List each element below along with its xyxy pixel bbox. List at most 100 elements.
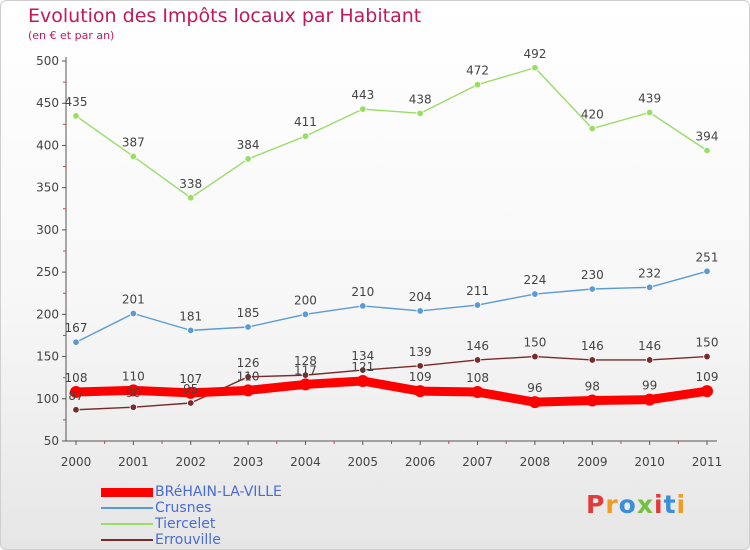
data-point	[359, 105, 367, 113]
data-label: 472	[466, 64, 489, 78]
data-point	[588, 124, 596, 133]
x-tick-label: 2000	[61, 455, 92, 469]
y-tick-label: 300	[36, 223, 59, 237]
logo-letter: x	[636, 490, 654, 519]
data-label: 90	[126, 386, 141, 400]
series-line-1	[75, 270, 708, 343]
data-point	[72, 406, 80, 414]
data-label: 109	[409, 370, 432, 384]
data-label: 420	[581, 108, 604, 122]
legend-label: Crusnes	[155, 500, 212, 516]
data-label: 146	[638, 339, 661, 353]
logo-letter: r	[605, 490, 619, 519]
legend-label: BRéHAIN-LA-VILLE	[155, 484, 282, 500]
data-label: 224	[523, 273, 546, 287]
data-point	[244, 373, 252, 381]
data-point	[129, 152, 138, 161]
data-point	[184, 386, 197, 399]
data-label: 210	[351, 285, 374, 299]
data-point	[72, 338, 80, 346]
y-tick-label: 350	[36, 181, 59, 195]
logo-letter: i	[654, 490, 664, 519]
data-label: 95	[183, 382, 198, 396]
data-label: 107	[179, 372, 202, 386]
data-label: 230	[581, 268, 604, 282]
data-point	[473, 80, 482, 89]
data-label: 128	[294, 354, 317, 368]
data-point	[244, 155, 252, 163]
data-point	[129, 309, 138, 318]
data-point	[356, 375, 369, 388]
logo-letter: P	[586, 490, 606, 519]
data-label: 117	[294, 363, 317, 377]
legend-swatch	[101, 488, 153, 497]
data-label: 134	[351, 349, 374, 363]
data-label: 108	[466, 371, 489, 385]
logo-letter: i	[676, 490, 687, 519]
data-label: 492	[523, 47, 546, 61]
data-point	[703, 267, 711, 275]
legend-swatch	[101, 507, 153, 509]
data-point	[72, 112, 80, 120]
x-tick-label: 2010	[634, 455, 665, 469]
data-point	[187, 326, 195, 335]
data-label: 139	[409, 345, 432, 359]
x-tick-label: 2005	[348, 455, 379, 469]
x-tick-label: 2007	[462, 455, 493, 469]
series-line-3	[75, 355, 708, 411]
data-point	[643, 393, 656, 406]
data-label: 435	[65, 95, 88, 109]
data-point	[645, 356, 654, 364]
data-point	[359, 302, 367, 310]
data-point	[703, 352, 711, 361]
data-label: 384	[237, 138, 260, 152]
data-point	[299, 378, 312, 391]
data-point	[588, 356, 596, 364]
data-label: 200	[294, 293, 317, 307]
data-label: 150	[696, 336, 719, 350]
series-line-2	[75, 67, 708, 199]
legend-swatch	[101, 523, 153, 525]
y-tick-label: 450	[36, 96, 59, 110]
data-point	[473, 301, 482, 309]
data-label: 150	[523, 336, 546, 350]
data-label: 146	[466, 339, 489, 353]
data-label: 181	[179, 309, 202, 323]
data-label: 411	[294, 115, 317, 129]
data-label: 99	[642, 379, 657, 393]
logo-letter: t	[663, 490, 677, 519]
data-point	[187, 399, 195, 407]
y-tick-label: 150	[36, 350, 59, 364]
data-point	[473, 356, 482, 364]
data-label: 110	[122, 369, 145, 383]
data-label: 108	[65, 371, 88, 385]
logo-letter: o	[618, 490, 637, 519]
data-point	[645, 108, 654, 117]
x-tick-label: 2004	[290, 455, 321, 469]
chart-subtitle: (en € et par an)	[28, 29, 115, 42]
data-label: 146	[581, 339, 604, 353]
data-label: 109	[696, 370, 719, 384]
data-label: 394	[696, 130, 719, 144]
legend-label: Tiercelet	[155, 516, 216, 532]
data-label: 204	[409, 290, 432, 304]
data-point	[242, 384, 255, 397]
data-point	[645, 283, 654, 292]
legend-label: Errouville	[155, 532, 221, 548]
data-point	[416, 307, 424, 315]
x-tick-label: 2008	[520, 455, 551, 469]
data-label: 387	[122, 135, 145, 149]
data-point	[301, 132, 310, 140]
x-tick-label: 2001	[118, 455, 149, 469]
data-point	[129, 403, 138, 411]
proxiti-logo: Proxiti	[586, 490, 686, 519]
x-tick-label: 2006	[405, 455, 436, 469]
data-point	[70, 386, 82, 399]
data-label: 121	[351, 360, 374, 374]
legend-swatch	[101, 539, 153, 541]
data-point	[187, 194, 195, 202]
data-label: 87	[68, 389, 83, 403]
x-tick-label: 2003	[233, 455, 264, 469]
data-label: 110	[237, 369, 260, 383]
